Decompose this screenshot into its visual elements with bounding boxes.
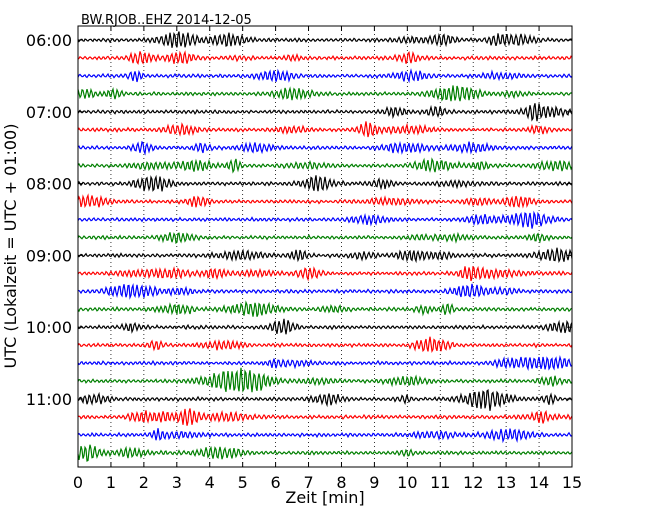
trace-line [77, 231, 573, 245]
x-tick-label: 8 [336, 473, 346, 492]
trace-line [77, 68, 573, 84]
trace-group [77, 31, 573, 462]
x-tick-label: 13 [496, 473, 516, 492]
grid-lines [110, 26, 540, 467]
trace-line [77, 354, 573, 371]
x-tick-label: 1 [106, 473, 116, 492]
y-axis-label: UTC (Lokalzeit = UTC + 01:00) [1, 124, 20, 369]
trace-line [77, 193, 573, 209]
x-tick-label: 6 [271, 473, 281, 492]
x-tick-label: 3 [172, 473, 182, 492]
trace-line [77, 85, 573, 102]
trace-line [77, 157, 573, 174]
trace-line [77, 31, 573, 48]
trace-line [77, 408, 573, 426]
x-tick-label: 12 [463, 473, 483, 492]
trace-line [77, 336, 573, 353]
trace-line [77, 282, 573, 300]
trace-line [77, 318, 573, 335]
y-tick-label: 07:00 [26, 103, 72, 122]
y-tick-label: 10:00 [26, 318, 72, 337]
trace-line [77, 444, 573, 462]
y-tick-label: 06:00 [26, 31, 72, 50]
trace-line [77, 140, 573, 156]
trace-line [77, 367, 573, 393]
trace-line [77, 247, 573, 264]
x-tick-label: 10 [397, 473, 417, 492]
x-tick-label: 7 [303, 473, 313, 492]
y-axis: 06:00 07:00 08:00 09:00 10:00 11:00 [26, 31, 572, 409]
x-tick-label: 0 [73, 473, 83, 492]
x-tick-label: 2 [139, 473, 149, 492]
x-tick-label: 11 [430, 473, 450, 492]
trace-line [77, 50, 573, 66]
chart-title: BW.RJOB..EHZ 2014-12-05 [81, 13, 252, 28]
trace-line [77, 300, 573, 317]
trace-line [77, 428, 573, 444]
x-axis-label: Zeit [min] [285, 488, 364, 507]
trace-line [77, 388, 573, 411]
x-axis: 0 1 2 3 4 5 6 7 8 9 10 11 12 13 14 15 [73, 26, 582, 492]
plot-frame [77, 25, 573, 468]
trace-line [77, 121, 573, 138]
x-tick-label: 4 [205, 473, 215, 492]
trace-line [77, 210, 573, 229]
trace-line [77, 103, 573, 122]
trace-line [77, 174, 573, 192]
y-tick-label: 09:00 [26, 246, 72, 265]
trace-line [77, 265, 573, 282]
x-tick-label: 5 [238, 473, 248, 492]
x-tick-label: 9 [369, 473, 379, 492]
y-tick-label: 08:00 [26, 175, 72, 194]
x-tick-label: 15 [562, 473, 582, 492]
y-tick-label: 11:00 [26, 390, 72, 409]
x-tick-label: 14 [529, 473, 549, 492]
